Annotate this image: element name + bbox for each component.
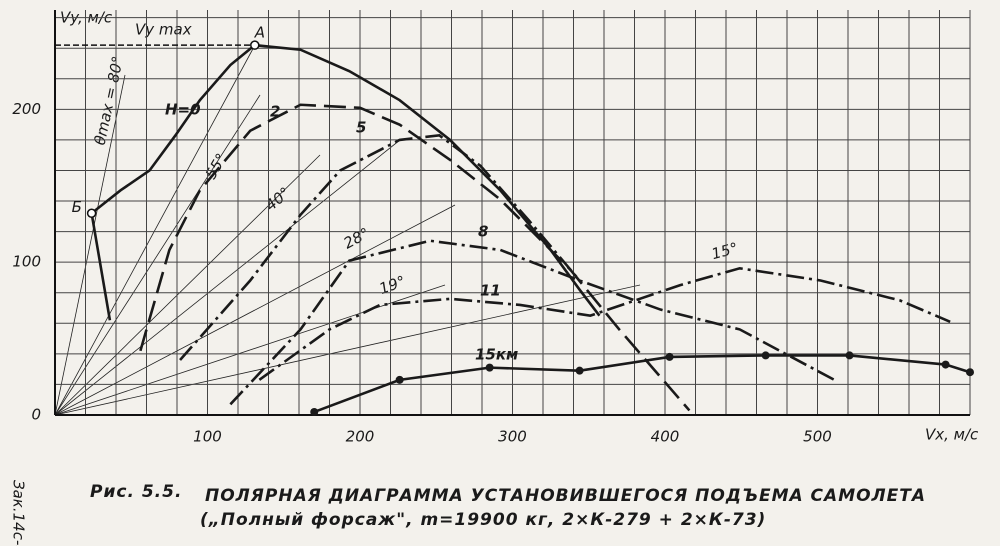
vymax-label: Vy max [135,21,192,39]
point [485,363,494,372]
point [395,375,404,384]
angle-label: 40° [262,184,294,215]
x-tick-label: 500 [803,428,832,446]
series-label: H=0 [165,101,201,119]
side-note: Зак.14с-87 [10,480,28,546]
angle-label: 15° [710,239,740,263]
y-tick-label: 100 [12,253,41,271]
series-line [179,133,581,361]
point-label: Б [72,198,82,216]
x-tick-label: 400 [651,428,680,446]
ray [54,94,261,416]
ray [54,284,446,416]
point-marker [86,208,97,219]
ray [54,204,456,416]
point [575,366,584,375]
series-line [229,239,835,406]
x-axis-label: Vx, м/с [925,426,979,444]
ray [54,284,641,416]
caption-title: ПОЛЯРНАЯ ДИАГРАММА УСТАНОВИВШЕГОСЯ ПОДЪЕ… [205,486,926,506]
series-label: 15км [475,346,518,364]
x-tick-label: 300 [498,428,527,446]
point-marker [250,40,260,50]
series-label: 11 [480,282,501,300]
angle-label: 28° [341,224,373,252]
ray [54,44,256,416]
x-tick-label: 200 [346,428,375,446]
series-label: 8 [478,223,488,241]
rays [54,44,641,416]
ray [54,139,401,416]
angle-label: θmax = 80° [91,54,127,146]
caption-number: Рис. 5.5. [90,482,182,502]
y-tick-label: 200 [12,100,41,118]
point [665,352,674,361]
series-line [139,103,691,412]
y-tick-label: 0 [31,406,41,424]
point [845,351,854,360]
series-label: 2 [270,103,280,121]
point [941,360,950,369]
series-line [90,43,601,321]
series-line [313,354,971,414]
series-label: 5 [356,119,366,137]
x-tick-label: 100 [193,428,222,446]
series-line [258,266,951,381]
angle-label: 19° [377,272,408,298]
point [761,351,770,360]
angle-label: 55° [202,150,231,182]
point [310,407,319,416]
point [966,368,974,377]
ray [54,74,126,416]
point-label: А [254,24,265,42]
ray [54,154,321,416]
caption-subtitle: („Полный форсаж", m=19900 кг, 2×К-279 + … [200,510,766,530]
